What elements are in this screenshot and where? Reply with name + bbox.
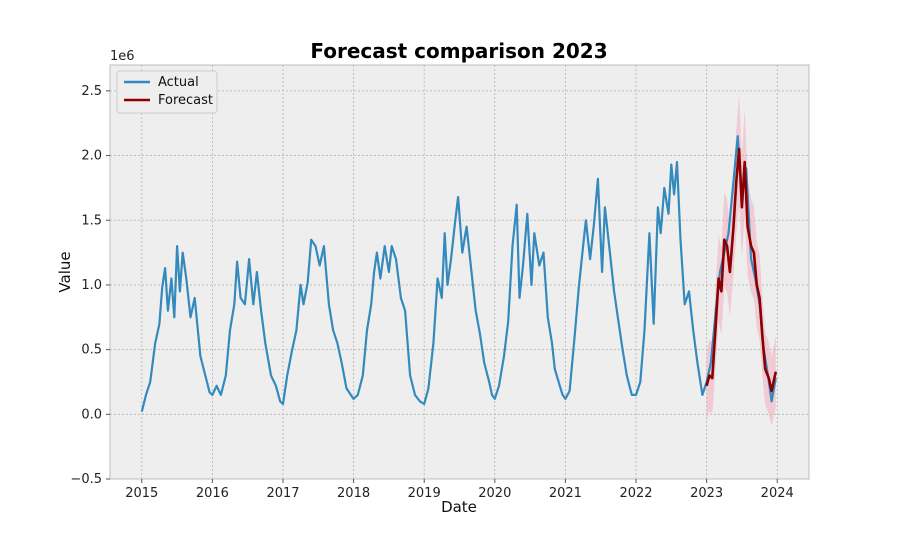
x-tick-label: 2018 [337,486,370,501]
x-tick-label: 2022 [619,486,652,501]
y-tick-label: 1.5 [81,213,102,228]
x-tick-label: 2019 [408,486,441,501]
legend-label-forecast: Forecast [158,93,213,108]
y-tick-label: 2.0 [81,149,102,164]
y-axis-ticks: −0.5 0.0 0.5 1.0 1.5 2.0 2.5 [70,84,110,487]
y-tick-label: −0.5 [70,472,102,487]
plot-background [110,65,809,479]
y-tick-label: 0.0 [81,407,102,422]
x-axis-ticks: 2015 2016 2017 2018 2019 2020 2021 2022 2023 2024 [125,479,794,501]
y-tick-label: 0.5 [81,343,102,358]
y-tick-label: 1.0 [81,278,102,293]
y-axis-label: Value [56,251,74,292]
x-tick-label: 2023 [690,486,723,501]
x-tick-label: 2016 [196,486,229,501]
x-tick-label: 2021 [549,486,582,501]
y-tick-label: 2.5 [81,84,102,99]
legend-label-actual: Actual [158,75,199,90]
series-layer [140,135,778,412]
x-tick-label: 2020 [478,486,511,501]
chart-title: Forecast comparison 2023 [310,39,607,63]
series-line-actual [140,135,777,412]
series-line-forecast [705,147,778,393]
x-axis-label: Date [441,498,477,516]
x-tick-label: 2015 [125,486,158,501]
confidence-band-layer [706,94,776,426]
x-tick-label: 2024 [761,486,794,501]
y-scale-label: 1e6 [110,49,135,64]
legend: Actual Forecast [116,70,218,114]
plot-frame [109,64,810,480]
x-tick-label: 2017 [266,486,299,501]
forecast-confidence-band [706,94,776,426]
